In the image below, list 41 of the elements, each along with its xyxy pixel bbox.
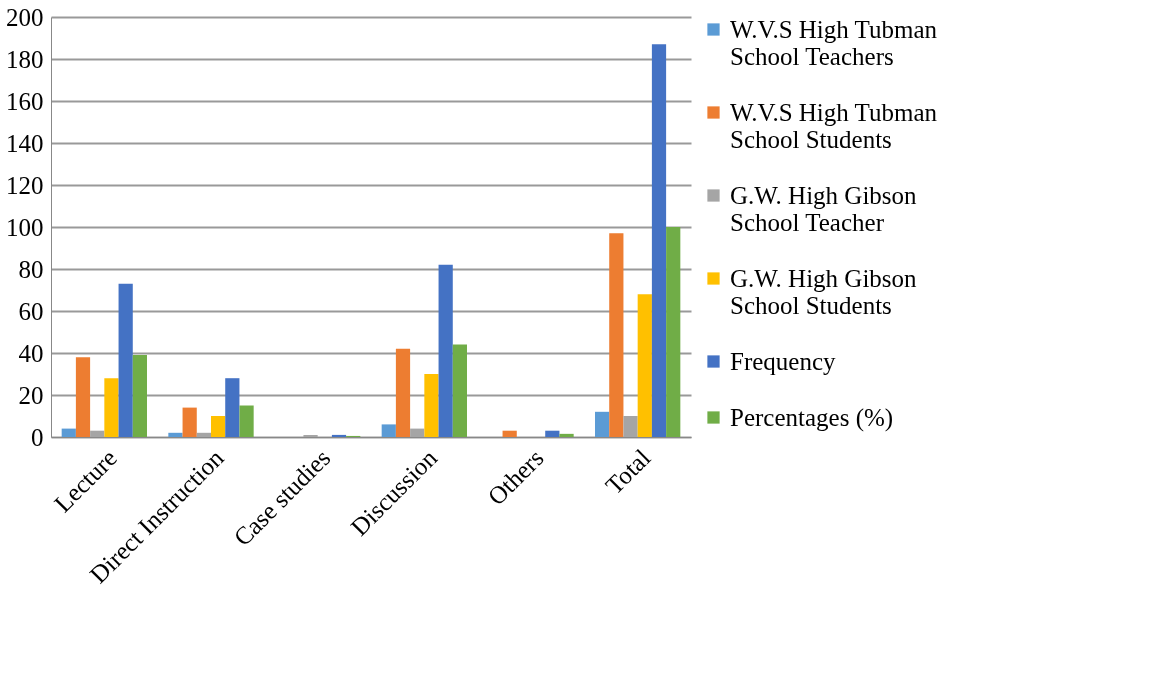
bar [452,344,467,437]
y-tick-label: 40 [18,339,44,367]
bar [331,434,347,437]
legend-label: Percentages (%) [730,403,894,432]
bar [595,411,610,437]
bar [211,416,226,437]
bar [545,430,560,437]
y-tick-label: 120 [6,171,44,199]
bar [502,430,517,437]
bar [75,357,91,437]
bar [182,407,197,437]
y-tick-label: 200 [6,3,44,31]
legend-label: Frequency [730,347,837,375]
y-tick-label: 140 [6,129,44,157]
bar [132,355,147,437]
bar [637,294,652,437]
y-tick-label: 100 [6,213,44,241]
y-tick-label: 20 [18,381,44,409]
bar [651,44,667,437]
bar [609,233,624,437]
legend-label: G.W. High Gibson School Teacher [730,181,918,236]
bar [118,283,133,437]
bar [395,348,411,437]
bar [61,428,76,437]
bar [239,405,254,437]
legend-label: W.V.S High Tubman School Students [730,98,938,153]
bar [168,432,183,437]
bar [225,378,240,437]
bar [424,374,439,437]
bar [381,424,396,437]
bar [666,227,681,437]
y-tick-label: 60 [18,297,44,325]
bar [104,378,119,437]
y-tick-label: 80 [18,255,44,283]
y-tick-label: 160 [6,87,44,115]
legend-label: G.W. High Gibson School Students [730,264,918,319]
legend-label: W.V.S High Tubman School Teachers [730,15,938,70]
bar [438,264,453,437]
y-tick-label: 0 [31,423,44,451]
bar [559,433,574,437]
y-tick-label: 180 [6,45,44,73]
